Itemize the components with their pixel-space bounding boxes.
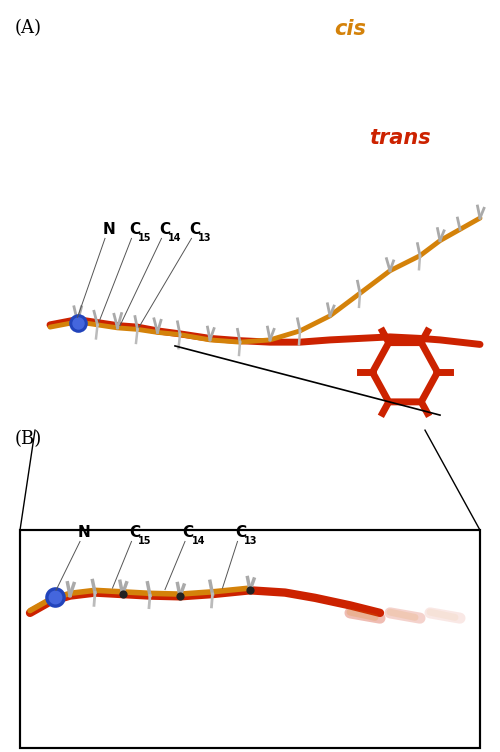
Point (74, 317, 82, 329)
Text: N: N (102, 222, 115, 237)
Point (176, 590, 184, 602)
Text: N: N (78, 525, 90, 540)
Text: 14: 14 (168, 233, 181, 243)
Text: C: C (129, 525, 140, 540)
Text: (B): (B) (15, 430, 42, 448)
Text: (A): (A) (15, 19, 42, 37)
Text: C: C (182, 525, 194, 540)
Point (51, 591, 59, 603)
Text: 13: 13 (198, 233, 211, 243)
Bar (20, 530, 480, 748)
Text: C: C (159, 222, 170, 237)
Text: C: C (129, 222, 140, 237)
Point (51, 591, 59, 603)
Bar (20, 530, 480, 748)
Text: 14: 14 (192, 536, 205, 546)
Text: 15: 15 (138, 233, 151, 243)
Point (74, 317, 82, 329)
Point (246, 584, 254, 596)
Text: trans: trans (369, 128, 431, 148)
Text: 15: 15 (138, 536, 151, 546)
Text: 13: 13 (244, 536, 258, 546)
Text: cis: cis (334, 19, 366, 39)
Text: C: C (235, 525, 246, 540)
Point (118, 588, 126, 600)
Text: C: C (189, 222, 200, 237)
